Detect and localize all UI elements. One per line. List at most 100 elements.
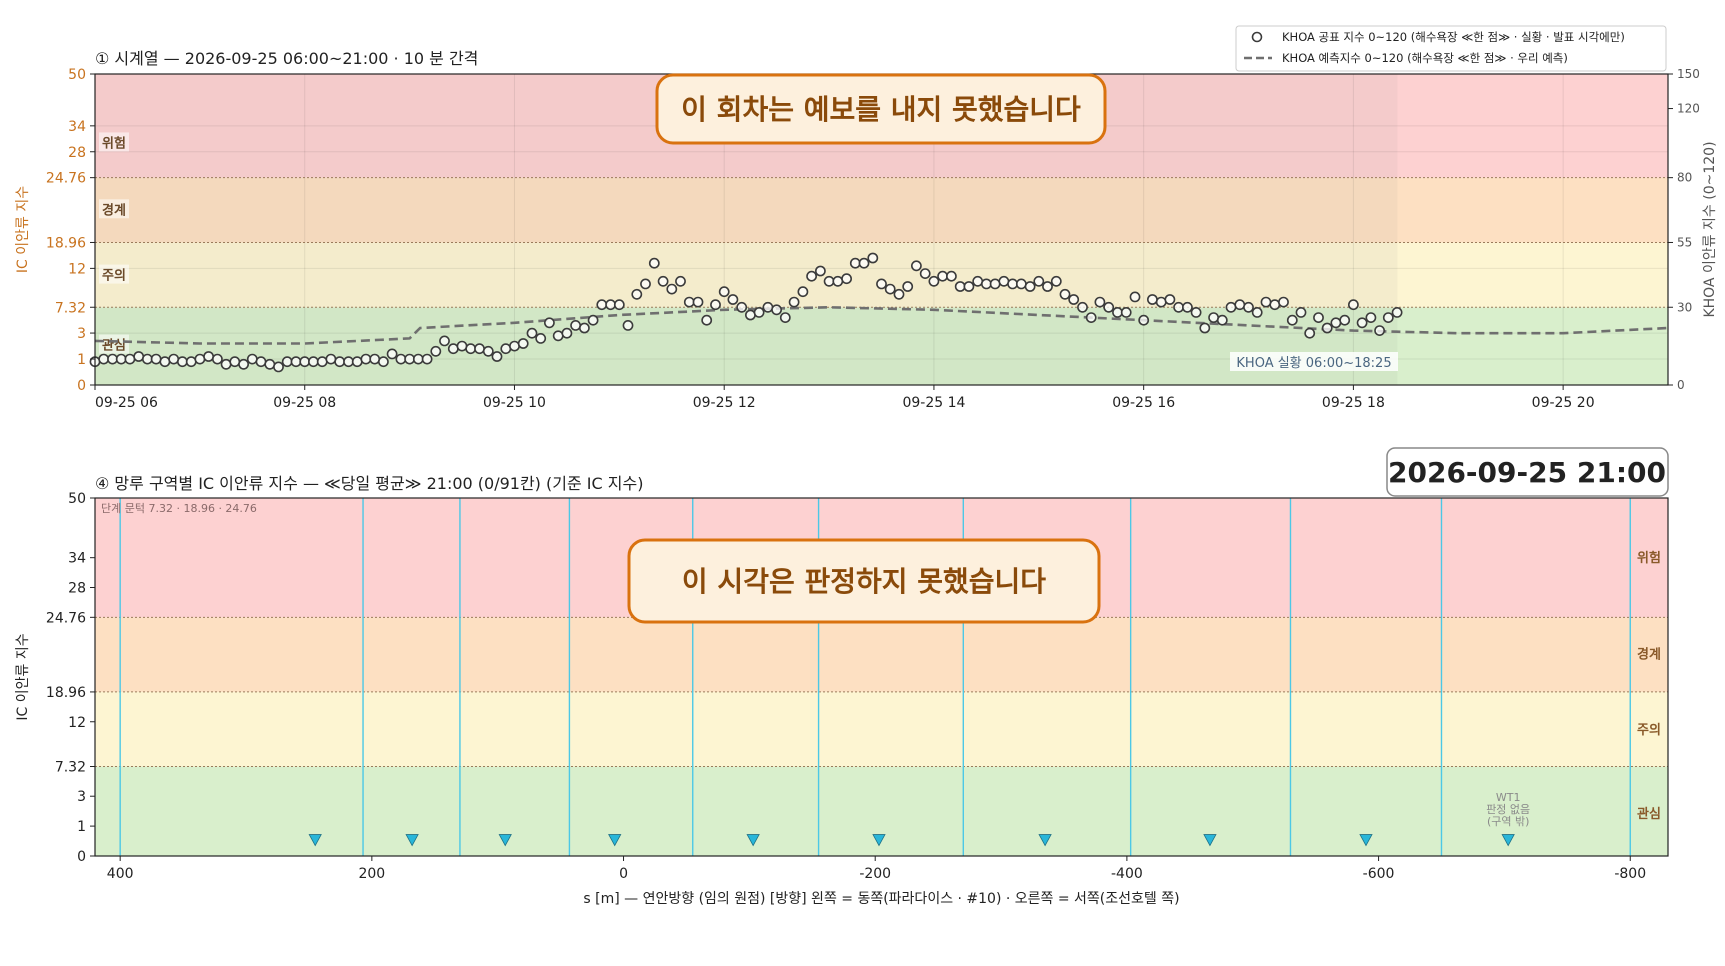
y-tick-label: 28 <box>68 145 86 161</box>
observed-point <box>797 286 809 298</box>
ic-axis-label: IC 이안류 지수 <box>15 186 31 273</box>
observed-point <box>596 299 608 311</box>
observed-point <box>299 356 311 368</box>
y-tick-label: 0 <box>77 849 86 865</box>
observed-point <box>482 345 494 357</box>
observed-point <box>858 257 870 269</box>
no-forecast-callout-text: 이 회차는 예보를 내지 못했습니다 <box>681 93 1081 126</box>
observed-point <box>1391 306 1403 318</box>
observed-point <box>884 283 896 295</box>
observed-point <box>779 312 791 323</box>
observed-point <box>1304 327 1316 339</box>
observed-point <box>281 356 293 368</box>
observed-point <box>1050 275 1062 287</box>
zone-label-bg <box>99 334 129 354</box>
observed-point <box>369 353 381 365</box>
observed-point <box>159 356 171 368</box>
observed-point <box>439 335 450 347</box>
observed-point <box>211 353 223 365</box>
observed-point <box>264 358 276 370</box>
y2-tick-label: 120 <box>1677 102 1700 116</box>
zone2-label-0: 관심 <box>1637 806 1661 822</box>
observed-point <box>981 278 992 290</box>
observed-point <box>1094 296 1106 308</box>
observed-point <box>579 322 590 334</box>
observed-point <box>491 351 503 362</box>
observed-point <box>1068 294 1080 305</box>
zone-label-0: 관심 <box>102 338 126 354</box>
observed-point <box>1059 288 1071 300</box>
observed-point <box>570 319 581 331</box>
tower-marker <box>1359 834 1373 847</box>
tower-marker <box>608 834 622 847</box>
observed-point <box>133 351 145 362</box>
observed-point <box>946 270 957 282</box>
x-tick-label: 400 <box>107 866 134 882</box>
observed-point <box>115 353 127 365</box>
x-tick-label: -400 <box>1111 866 1143 882</box>
observed-point <box>867 252 879 264</box>
x-tick-label: 200 <box>358 866 385 882</box>
observed-point <box>605 299 616 311</box>
y-tick-label: 28 <box>68 581 86 597</box>
timestamp-text: 2026-09-25 21:00 <box>1388 456 1666 489</box>
observed-point <box>238 358 249 370</box>
observed-point <box>972 275 984 287</box>
x-tick-label: 09-25 16 <box>1112 395 1175 411</box>
observed-point <box>919 268 931 279</box>
y-tick-label: 24.76 <box>46 171 86 187</box>
observed-point <box>386 348 398 360</box>
wt1-label-line: 판정 없음 <box>1486 803 1530 816</box>
khoa-axis-label: KHOA 이안류 지수 (0~120) <box>1702 141 1718 317</box>
zone-label-3: 위험 <box>102 135 126 151</box>
y-tick-label: 50 <box>68 67 86 83</box>
x-tick-label: -200 <box>859 866 891 882</box>
y-tick-label: 3 <box>77 789 86 805</box>
legend-forecast-label: KHOA 예측지수 0~120 (해수욕장 ≪한 점≫ · 우리 예측) <box>1282 51 1568 65</box>
observed-point <box>1015 278 1027 290</box>
observed-point <box>954 281 966 292</box>
observed-point <box>509 340 520 352</box>
zone2-label-2: 경계 <box>1637 647 1661 663</box>
x-tick-label: 09-25 14 <box>902 395 965 411</box>
observed-point <box>1190 306 1202 318</box>
observed-point <box>989 278 1001 290</box>
x-tick-label: 0 <box>619 866 628 882</box>
zone-band-1 <box>95 242 1668 308</box>
y-tick-label: 50 <box>68 491 86 507</box>
observed-point <box>823 275 835 287</box>
y-tick-label: 7.32 <box>55 760 86 776</box>
observed-point <box>316 356 328 368</box>
zone2-band-1 <box>95 691 1668 767</box>
tower-marker <box>405 834 419 847</box>
tower-marker <box>1203 834 1217 847</box>
observed-point <box>788 296 800 308</box>
observed-point <box>701 314 713 326</box>
tower-marker <box>498 834 512 847</box>
observed-point <box>1339 314 1351 326</box>
observed-point <box>1164 294 1176 305</box>
observed-point <box>806 270 817 282</box>
observed-point <box>911 260 922 272</box>
x-tick-label: -800 <box>1614 866 1646 882</box>
legend-observed-marker <box>1251 31 1263 43</box>
observed-point <box>893 288 905 300</box>
observed-point <box>1356 317 1368 329</box>
observed-point <box>648 257 660 269</box>
observed-point <box>1033 275 1045 287</box>
x-tick-label: 09-25 10 <box>483 395 546 411</box>
y-tick-label: 3 <box>77 326 86 342</box>
observed-point <box>1182 301 1193 313</box>
observed-point <box>517 338 529 349</box>
observed-point <box>622 319 634 331</box>
tower-marker <box>872 834 886 847</box>
no-judgement-callout-text: 이 시각은 판정하지 못했습니다 <box>682 565 1046 598</box>
zone-label-2: 경계 <box>102 202 126 218</box>
y-tick-label: 18.96 <box>46 685 86 701</box>
observed-point <box>351 356 363 368</box>
zone-label-1: 주의 <box>102 268 126 284</box>
observed-point <box>1077 301 1088 313</box>
zone-band-2 <box>95 177 1668 243</box>
observed-point <box>727 294 739 305</box>
